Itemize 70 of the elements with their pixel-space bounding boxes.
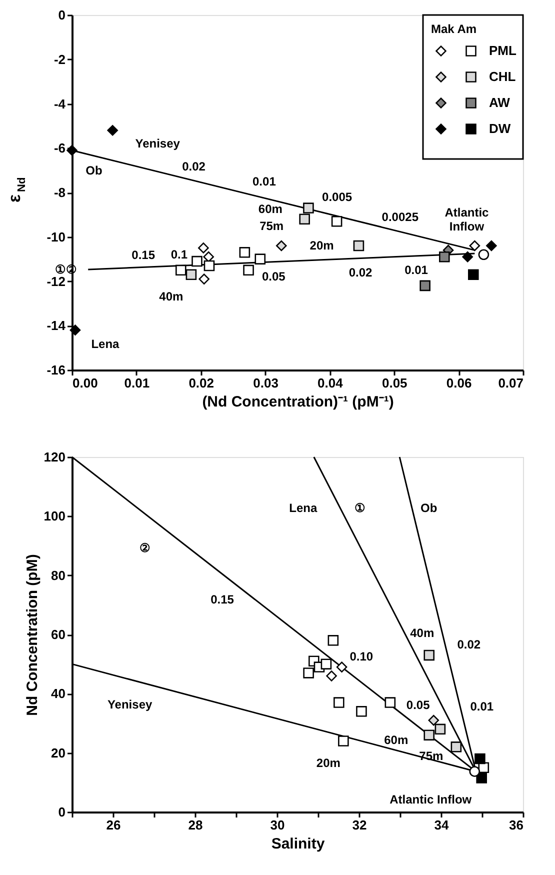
annotation: 20m	[316, 756, 340, 770]
annotation: 0.05	[262, 270, 286, 284]
y-tick-label: -16	[46, 362, 66, 378]
y-tick-label: -8	[54, 185, 66, 200]
y-axis-title: εNd	[5, 177, 28, 202]
annotation: Lena	[91, 337, 120, 352]
y-tick-label: -6	[54, 140, 66, 156]
x-tick-label: 28	[188, 818, 203, 832]
annotation: 40m	[410, 626, 434, 640]
x-tick-label: 0.07	[498, 376, 524, 390]
annotation: 0.15	[210, 592, 234, 606]
annotation: 60m	[258, 202, 282, 216]
annotation: 0.10	[350, 649, 374, 664]
x-tick-label: 32	[352, 818, 367, 832]
annotation: 0.02	[348, 265, 372, 280]
y-tick-label: 100	[44, 508, 66, 524]
legend-label: AW	[489, 95, 511, 110]
x-tick-label: 26	[106, 818, 121, 832]
annotation: 75m	[260, 219, 284, 234]
annotation: Lena	[289, 500, 318, 515]
annotation: 0.005	[322, 190, 352, 204]
annotation: 0.0025	[382, 210, 419, 224]
annotation: 0.02	[457, 637, 481, 652]
y-tick-label: -4	[54, 96, 66, 112]
annotation: Ob	[420, 500, 438, 515]
y-tick-label: 20	[51, 745, 66, 760]
annotation: ②	[139, 540, 150, 555]
x-tick-label: 0.03	[253, 376, 278, 390]
annotation: 20m	[310, 238, 334, 252]
annotation: Yenisey	[135, 136, 180, 150]
annotation: 0.15	[132, 248, 156, 262]
legend-label: DW	[489, 121, 512, 136]
y-axis-title: Nd Concentration (pM)	[24, 554, 41, 716]
annotation: 0.01	[470, 700, 494, 714]
y-tick-label: 0	[58, 804, 66, 820]
annotation: 40m	[159, 290, 184, 304]
x-tick-label: 0.01	[124, 376, 150, 390]
y-tick-label: 120	[44, 450, 66, 464]
y-tick-label: 40	[51, 686, 66, 702]
x-tick-label: 30	[270, 818, 285, 832]
annotation: Atlantic Inflow	[444, 206, 490, 234]
y-tick-label: -12	[46, 274, 66, 289]
y-tick-label: 0	[58, 8, 66, 22]
annotation: Ob	[86, 163, 102, 178]
annotation: Atlantic Inflow	[390, 792, 472, 806]
legend-label: CHL	[489, 69, 516, 84]
x-tick-label: 0.05	[382, 376, 408, 390]
x-tick-label: 0.02	[188, 376, 214, 390]
y-tick-label: -14	[46, 318, 66, 334]
annotation: Yenisey	[107, 697, 152, 712]
x-tick-label: 34	[434, 818, 450, 832]
annotation: 0.05	[406, 698, 430, 712]
annotation: 0.01	[404, 263, 428, 278]
annotation: 0.1	[170, 247, 188, 262]
y-tick-label: 80	[51, 568, 66, 583]
x-tick-label: 36	[509, 818, 524, 832]
x-axis-title: (Nd Concentration)⁻¹ (pM⁻¹)	[202, 394, 394, 410]
annotation: 0.01	[252, 174, 276, 188]
annotation: 0.02	[182, 159, 206, 174]
annotation: 60m	[384, 733, 408, 748]
x-tick-label: 0.06	[446, 376, 472, 390]
legend-label: PML	[489, 43, 516, 58]
x-tick-label: 0.00	[72, 376, 98, 390]
y-tick-label: -2	[54, 52, 66, 67]
y-tick-label: 60	[51, 627, 66, 642]
x-tick-label: 0.04	[318, 376, 344, 390]
y-tick-label: -10	[46, 229, 66, 244]
legend-title: Mak Am	[431, 22, 477, 36]
annotation: ①	[354, 500, 366, 515]
x-axis-title: Salinity	[271, 836, 326, 852]
